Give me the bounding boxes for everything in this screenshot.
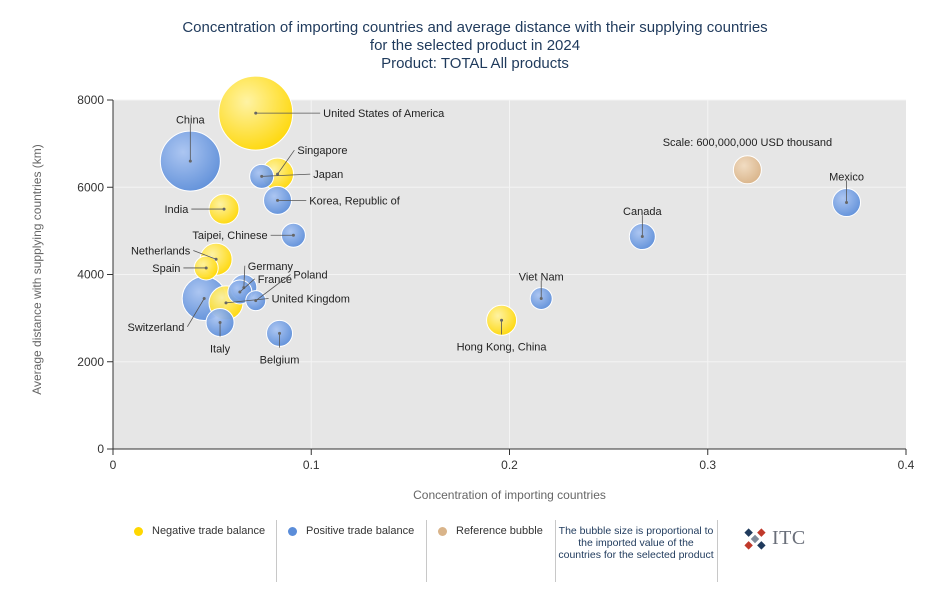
reference-dot-icon xyxy=(438,527,447,536)
x-tick-label: 0.1 xyxy=(303,458,320,472)
reference-label: Scale: 600,000,000 USD thousand xyxy=(663,137,832,149)
chart-title-line-1: Concentration of importing countries and… xyxy=(182,19,768,36)
data-label: Switzerland xyxy=(128,322,185,334)
leader-line xyxy=(261,173,311,177)
legend-item-reference[interactable]: Reference bubble xyxy=(430,520,555,580)
bubble-center-dot xyxy=(500,318,504,322)
bubble-center-dot xyxy=(291,233,295,237)
itc-logo-text: ITC xyxy=(772,527,806,549)
x-tick-label: 0.4 xyxy=(898,458,915,472)
leader-line xyxy=(239,278,255,293)
data-label: Singapore xyxy=(297,145,347,157)
bubble-center-dot xyxy=(222,207,226,211)
data-label: Japan xyxy=(313,169,343,181)
leader-line xyxy=(187,298,205,328)
data-label: China xyxy=(176,115,206,127)
data-label: Germany xyxy=(248,261,294,273)
bubble-center-dot xyxy=(224,301,228,305)
bubble-center-dot xyxy=(218,320,222,324)
bubble-center-dot xyxy=(214,257,218,261)
data-label: Italy xyxy=(210,344,231,356)
chart-title-line-2: for the selected product in 2024 xyxy=(369,37,581,54)
leader-line xyxy=(243,265,246,288)
data-label: Viet Nam xyxy=(519,272,564,284)
y-tick-label: 0 xyxy=(97,442,104,456)
leader-line xyxy=(277,149,295,175)
y-axis-title: Average distance with supplying countrie… xyxy=(30,144,44,395)
data-label: India xyxy=(164,204,189,216)
bubble-chart: 0 0.1 0.2 0.3 0.4 0 2000 4000 6000 8000 Concentrat… xyxy=(30,75,915,502)
x-tick-label: 0.3 xyxy=(699,458,716,472)
leader-line xyxy=(193,250,217,260)
data-label: Belgium xyxy=(260,355,300,367)
leader-line xyxy=(225,298,269,304)
bubble-center-dot xyxy=(202,296,206,300)
y-tick-label: 8000 xyxy=(77,93,104,107)
data-label: Hong Kong, China xyxy=(457,341,548,353)
legend-divider xyxy=(426,520,427,582)
chart-subtitle: Product: TOTAL All products xyxy=(381,55,569,72)
bubble-center-dot xyxy=(276,172,280,176)
bubble-center-dot xyxy=(254,111,258,115)
itc-logo: ITC xyxy=(742,525,812,555)
data-label: Netherlands xyxy=(131,246,191,258)
x-axis-title: Concentration of importing countries xyxy=(413,488,606,502)
x-tick-label: 0.2 xyxy=(501,458,518,472)
y-tick-label: 2000 xyxy=(77,355,104,369)
positive-dot-icon xyxy=(288,527,297,536)
bubble-center-dot xyxy=(276,198,280,202)
data-label: France xyxy=(258,274,292,286)
bubble-center-dot xyxy=(238,290,242,294)
reference-bubble xyxy=(732,155,762,185)
bubble-center-dot xyxy=(640,235,644,239)
x-tick-label: 0 xyxy=(110,458,117,472)
data-label: United States of America xyxy=(323,108,445,120)
data-label: Canada xyxy=(623,206,662,218)
leader-line xyxy=(255,274,291,301)
itc-logo-icon xyxy=(744,528,766,550)
y-tick-label: 6000 xyxy=(77,180,104,194)
legend-item-positive[interactable]: Positive trade balance xyxy=(280,520,425,580)
data-label: Poland xyxy=(293,270,327,282)
bubble-center-dot xyxy=(845,201,849,205)
legend-divider xyxy=(276,520,277,582)
data-label: Mexico xyxy=(829,171,864,183)
legend-label-positive: Positive trade balance xyxy=(306,525,415,537)
legend-divider xyxy=(555,520,556,582)
data-label: United Kingdom xyxy=(272,293,350,305)
legend-label-reference: Reference bubble xyxy=(456,525,543,537)
bubble-center-dot xyxy=(278,331,282,335)
legend-note: The bubble size is proportional to the i… xyxy=(558,525,714,561)
legend-divider xyxy=(717,520,718,582)
bubble-center-dot xyxy=(188,159,192,163)
negative-dot-icon xyxy=(134,527,143,536)
bubble-center-dot xyxy=(204,266,208,270)
bubble-center-dot xyxy=(539,296,543,300)
bubble-center-dot xyxy=(260,174,264,178)
legend-item-negative[interactable]: Negative trade balance xyxy=(130,520,275,580)
data-label: Korea, Republic of xyxy=(309,195,400,207)
y-tick-label: 4000 xyxy=(77,268,104,282)
legend-label-negative: Negative trade balance xyxy=(152,525,266,537)
data-label: Taipei, Chinese xyxy=(192,230,267,242)
bubble-center-dot xyxy=(242,286,246,290)
data-label: Spain xyxy=(152,263,180,275)
